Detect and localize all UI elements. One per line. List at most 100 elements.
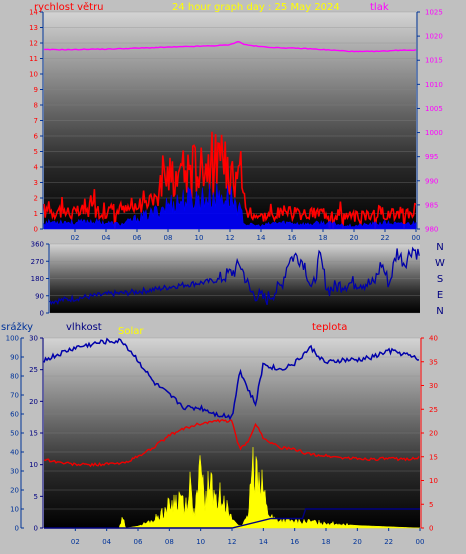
- direction-series: [49, 246, 420, 306]
- climate-time-tick-label: 20: [353, 538, 362, 546]
- pressure-label: tlak: [370, 2, 389, 13]
- pressure-tick-label: 1025: [425, 9, 443, 17]
- wind-speed-tick-label: 10: [29, 71, 38, 79]
- wind-speed-tick-label: 8: [34, 102, 38, 110]
- pressure-axis: 980 985 990 995 1000 1005 1010 1015 1020 1025: [416, 9, 443, 234]
- wind-time-tick-label: 18: [319, 234, 328, 242]
- wind-speed-tick-label: 1: [34, 210, 38, 218]
- wind-speed-tick-label: 7: [34, 117, 38, 125]
- wind-series: [43, 40, 417, 230]
- temperature-tick-label: 10: [429, 477, 438, 485]
- pressure-tick-label: 1015: [425, 57, 443, 65]
- pressure-line: [44, 40, 417, 53]
- rain-tick-label: 50: [10, 430, 19, 438]
- humidity-line: [43, 337, 420, 421]
- humidity-tick-label: 5: [34, 493, 38, 501]
- pressure-tick-label: 1020: [425, 33, 443, 41]
- wind-speed-tick-label: 11: [29, 55, 38, 63]
- wind-time-tick-label: 16: [288, 234, 297, 242]
- wind-time-tick-label: 06: [133, 234, 142, 242]
- temperature-tick-label: 40: [429, 335, 438, 343]
- temperature-tick-label: 20: [429, 430, 438, 438]
- climate-time-tick-label: 02: [71, 538, 80, 546]
- climate-time-tick-label: 08: [165, 538, 174, 546]
- wind-time-axis: 02 04 06 08 10 12 14 16 18 20 22 00: [71, 229, 421, 242]
- climate-time-axis: 02 04 06 08 10 12 14 16 18 20 22 00: [71, 528, 425, 546]
- wind-speed-tick-label: 0: [34, 226, 38, 234]
- humidity-tick-label: 20: [29, 398, 38, 406]
- rain-tick-label: 0: [15, 525, 19, 533]
- wind-speed-tick-label: 12: [29, 40, 38, 48]
- humidity-tick-label: 25: [29, 366, 38, 374]
- wind-time-tick-label: 02: [71, 234, 80, 242]
- humidity-tick-label: 0: [34, 525, 38, 533]
- compass-label: S: [437, 274, 443, 285]
- temperature-label: teplota: [312, 322, 347, 333]
- wind-speed-tick-label: 5: [34, 148, 38, 156]
- compass-label: E: [437, 290, 443, 301]
- direction-degree-axis: 0 90 180 270 360: [31, 241, 50, 318]
- rain-tick-label: 100: [6, 335, 19, 343]
- temperature-tick-label: 0: [429, 525, 433, 533]
- chart-title: 24 hour graph day : 25 May 2024: [172, 2, 340, 13]
- pressure-tick-label: 1005: [425, 105, 443, 113]
- rain-tick-label: 20: [10, 487, 19, 495]
- wind-speed-tick-label: 14: [29, 9, 38, 17]
- wind-time-tick-label: 22: [381, 234, 390, 242]
- wind-direction-line: [49, 246, 420, 306]
- climate-time-tick-label: 00: [416, 538, 425, 546]
- temperature-tick-label: 30: [429, 382, 438, 390]
- wind-time-tick-label: 20: [350, 234, 359, 242]
- rain-axis: 0 10 20 30 40 50 60 70 80 90 100: [6, 335, 24, 533]
- rain-tick-label: 40: [10, 449, 19, 457]
- temperature-tick-label: 35: [429, 358, 438, 366]
- wind-time-tick-label: 08: [164, 234, 173, 242]
- wind-time-tick-label: 14: [257, 234, 266, 242]
- compass-label: W: [435, 258, 445, 269]
- wind-time-tick-label: 00: [412, 234, 421, 242]
- rain-tick-label: 90: [10, 354, 19, 362]
- climate-time-tick-label: 10: [196, 538, 205, 546]
- climate-time-tick-label: 16: [290, 538, 299, 546]
- rain-label: srážky: [1, 321, 33, 333]
- wind-speed-tick-label: 4: [34, 164, 39, 172]
- climate-time-tick-label: 12: [228, 538, 237, 546]
- wind-speed-label: rychlost větru: [34, 1, 104, 13]
- wind-speed-tick-label: 2: [34, 195, 38, 203]
- temperature-tick-label: 25: [429, 406, 438, 414]
- wind-time-tick-label: 12: [226, 234, 235, 242]
- pressure-tick-label: 1000: [425, 129, 443, 137]
- climate-time-tick-label: 14: [259, 538, 268, 546]
- wind-speed-tick-label: 6: [34, 133, 39, 141]
- wind-speed-line: [43, 131, 417, 230]
- pressure-tick-label: 990: [425, 177, 438, 185]
- climate-time-tick-label: 18: [322, 538, 331, 546]
- rain-tick-label: 10: [10, 506, 19, 514]
- wind-speed-tick-label: 3: [34, 179, 38, 187]
- direction-gridlines: [50, 243, 420, 314]
- direction-tick-label: 90: [35, 292, 44, 300]
- humidity-axis: 0 5 10 15 20 25 30: [29, 335, 44, 533]
- humidity-tick-label: 15: [29, 430, 38, 438]
- compass-label: N: [436, 306, 443, 317]
- rain-tick-label: 60: [10, 411, 19, 419]
- direction-tick-label: 0: [40, 310, 44, 318]
- direction-tick-label: 270: [31, 258, 44, 266]
- climate-time-tick-label: 22: [384, 538, 393, 546]
- temperature-line: [43, 418, 420, 468]
- direction-tick-label: 180: [31, 275, 44, 283]
- humidity-label: vlhkost: [66, 322, 102, 333]
- direction-tick-label: 360: [31, 241, 44, 249]
- humidity-tick-label: 30: [29, 335, 38, 343]
- wind-speed-tick-label: 13: [29, 24, 38, 32]
- climate-time-tick-label: 04: [102, 538, 111, 546]
- pressure-tick-label: 985: [425, 201, 438, 209]
- temperature-tick-label: 15: [429, 453, 438, 461]
- pressure-tick-label: 980: [425, 226, 438, 234]
- rain-tick-label: 70: [10, 392, 19, 400]
- solar-label: Solar: [118, 326, 144, 337]
- pressure-tick-label: 1010: [425, 81, 443, 89]
